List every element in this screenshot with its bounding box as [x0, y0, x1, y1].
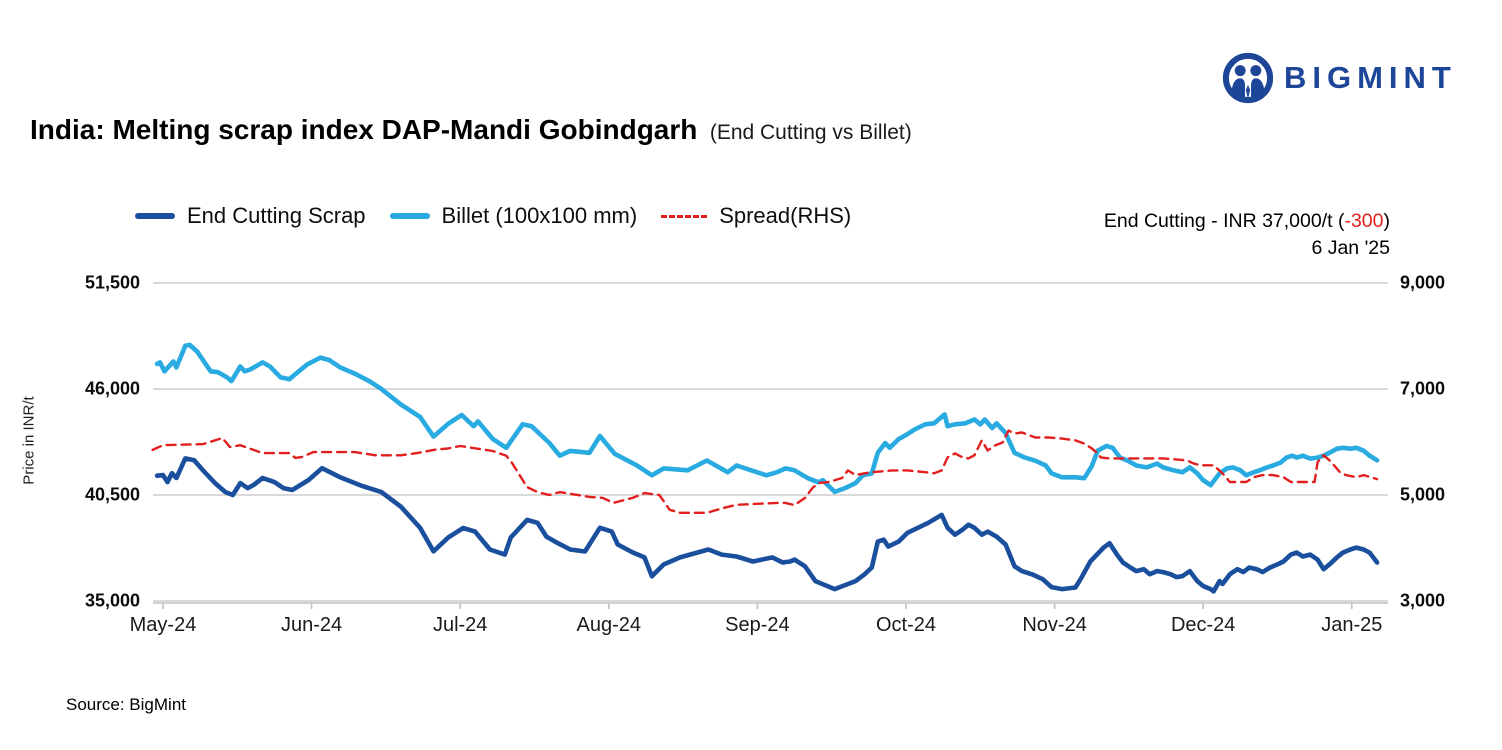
legend-label: Spread(RHS) [719, 203, 852, 228]
billet-line-swatch-icon [389, 213, 430, 219]
x-axis-tick-label: Jan-25 [1321, 614, 1383, 636]
latest-price-line: End Cutting - INR 37,000/t (-300) [1103, 210, 1390, 232]
x-axis-tick-label: Dec-24 [1170, 614, 1236, 636]
x-axis-tick-label: Oct-24 [875, 614, 937, 636]
left-axis-tick-label: 35,000 [84, 590, 140, 611]
latest-price-date: 6 Jan '25 [1311, 237, 1390, 259]
legend-label: Billet (100x100 mm) [441, 203, 638, 228]
x-axis-tick-label: Nov-24 [1022, 614, 1087, 636]
right-axis-tick-label: 3,000 [1400, 590, 1446, 611]
chart-title-sub: (End Cutting vs Billet) [709, 121, 912, 144]
spread-dashed-swatch-icon [661, 214, 708, 218]
bigmint-logo: BIGMINT [1222, 52, 1457, 104]
chart-legend: End Cutting Scrap Billet (100x100 mm) Sp… [135, 203, 851, 229]
right-axis-tick-label: 5,000 [1400, 484, 1446, 505]
bigmint-logo-icon [1222, 52, 1274, 104]
x-axis-tick-label: Jun-24 [281, 614, 343, 636]
right-axis-tick-label: 7,000 [1400, 378, 1446, 399]
bigmint-logo-text: BIGMINT [1284, 60, 1457, 95]
left-axis-tick-label: 51,500 [84, 272, 140, 293]
left-axis-tick-label: 46,000 [84, 378, 140, 399]
chart-title-main: India: Melting scrap index DAP-Mandi Gob… [30, 114, 698, 145]
right-axis-tick-label: 9,000 [1400, 272, 1446, 293]
series-line-spread-rhs- [151, 429, 1379, 514]
legend-item-end-cutting: End Cutting Scrap [135, 203, 366, 229]
series-line-billet-100x100-mm- [154, 342, 1380, 495]
legend-item-spread: Spread(RHS) [661, 203, 851, 229]
series-line-end-cutting-scrap [154, 456, 1380, 594]
chart-title: India: Melting scrap index DAP-Mandi Gob… [30, 114, 912, 146]
left-axis-tick-label: 40,500 [84, 484, 140, 505]
latest-price-annotation: End Cutting - INR 37,000/t (-300) 6 Jan … [1104, 208, 1390, 262]
legend-item-billet: Billet (100x100 mm) [389, 203, 638, 229]
x-axis-tick-label: Sep-24 [725, 614, 790, 636]
price-change-value: -300 [1344, 210, 1384, 232]
end-cutting-line-swatch-icon [135, 213, 175, 219]
x-axis-tick-label: Jul-24 [432, 614, 488, 636]
source-note: Source: BigMint [66, 695, 186, 714]
x-axis-tick-label: May-24 [129, 614, 197, 636]
x-axis-tick-label: Aug-24 [576, 614, 642, 636]
legend-label: End Cutting Scrap [187, 203, 366, 228]
